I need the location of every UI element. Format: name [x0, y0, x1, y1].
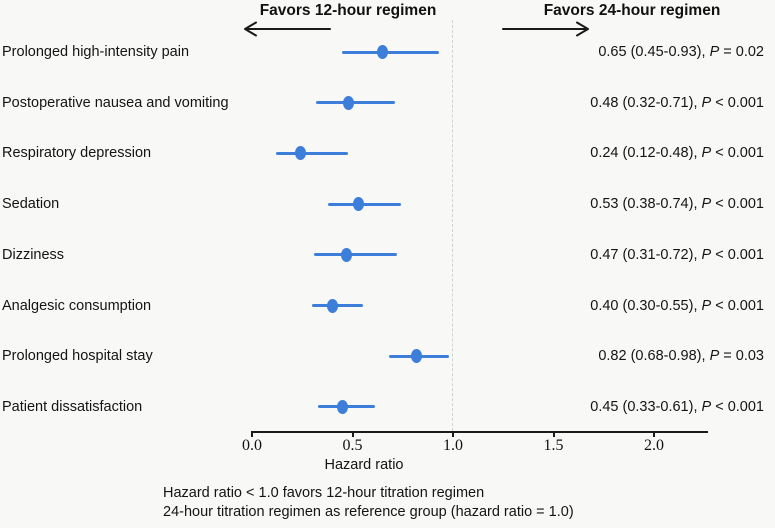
left-arrow-icon: [244, 21, 331, 37]
hr-ci-text: 0.45 (0.33-0.61),: [590, 398, 702, 415]
confidence-interval-line: [276, 151, 349, 155]
favors-12-hour-header: Favors 12-hour regimen: [259, 2, 437, 19]
hr-ci-text: 0.48 (0.32-0.71),: [590, 94, 702, 111]
hr-annotation: 0.24 (0.12-0.48), P < 0.001: [590, 145, 764, 161]
point-estimate-marker: [342, 95, 354, 110]
p-symbol: P: [701, 145, 712, 162]
hr-annotation: 0.47 (0.31-0.72), P < 0.001: [590, 247, 764, 263]
reference-line-hr-1: [452, 20, 453, 431]
favors-24-hour-header: Favors 24-hour regimen: [543, 2, 721, 19]
row-label: Patient dissatisfaction: [2, 398, 143, 415]
axis-tick-label: 0.5: [342, 437, 363, 454]
hr-ci-text: 0.53 (0.38-0.74),: [590, 196, 702, 213]
p-symbol: P: [701, 398, 712, 415]
hr-ci-text: 0.65 (0.45-0.93),: [598, 44, 710, 60]
hr-ci-text: 0.82 (0.68-0.98),: [598, 348, 710, 365]
hr-annotation: 0.53 (0.38-0.74), P < 0.001: [590, 196, 764, 212]
p-symbol: P: [701, 297, 712, 314]
p-value-text: < 0.001: [711, 94, 764, 111]
hr-annotation: 0.48 (0.32-0.71), P < 0.001: [590, 95, 764, 111]
hr-annotation: 0.45 (0.33-0.61), P < 0.001: [590, 399, 764, 415]
confidence-interval-line: [316, 101, 395, 105]
row-label: Dizziness: [2, 246, 65, 263]
row-label: Postoperative nausea and vomiting: [2, 94, 229, 111]
row-label: Analgesic consumption: [2, 297, 152, 314]
p-value-text: = 0.02: [719, 44, 764, 60]
hr-ci-text: 0.24 (0.12-0.48),: [590, 145, 702, 162]
p-symbol: P: [701, 246, 712, 263]
confidence-interval-line: [328, 202, 401, 206]
footnote-line-2: 24-hour titration regimen as reference g…: [163, 504, 574, 520]
axis-tick-label: 1.0: [443, 437, 463, 454]
right-arrow-icon: [502, 21, 589, 37]
axis-tick-label: 1.5: [543, 437, 564, 454]
hr-annotation: 0.40 (0.30-0.55), P < 0.001: [590, 298, 764, 314]
p-value-text: < 0.001: [711, 196, 764, 213]
hr-annotation: 0.82 (0.68-0.98), P = 0.03: [598, 348, 764, 364]
p-symbol: P: [701, 196, 712, 213]
x-axis-line: [252, 431, 708, 433]
p-symbol: P: [709, 348, 720, 365]
x-axis-title: Hazard ratio: [324, 457, 404, 473]
axis-tick-mark: [653, 431, 655, 437]
p-value-text: < 0.001: [711, 246, 764, 263]
p-value-text: = 0.03: [719, 348, 764, 365]
row-label: Respiratory depression: [2, 145, 152, 162]
p-value-text: < 0.001: [711, 398, 764, 415]
point-estimate-marker: [340, 247, 352, 262]
hr-annotation: 0.65 (0.45-0.93), P = 0.02: [598, 44, 764, 60]
p-value-text: < 0.001: [711, 297, 764, 314]
confidence-interval-line: [314, 253, 397, 257]
point-estimate-marker: [326, 298, 338, 313]
axis-tick-label: 0.0: [242, 437, 262, 454]
hr-ci-text: 0.47 (0.31-0.72),: [590, 246, 702, 263]
point-estimate-marker: [294, 146, 306, 161]
axis-tick-mark: [251, 431, 253, 437]
confidence-interval-line: [342, 50, 439, 54]
p-symbol: P: [701, 94, 712, 111]
hr-ci-text: 0.40 (0.30-0.55),: [590, 297, 702, 314]
axis-tick-label: 2.0: [644, 437, 664, 454]
footnote-line-1: Hazard ratio < 1.0 favors 12-hour titrat…: [163, 485, 485, 501]
point-estimate-marker: [336, 399, 348, 414]
point-estimate-marker: [377, 45, 389, 59]
p-symbol: P: [709, 44, 720, 60]
point-estimate-marker: [353, 197, 365, 212]
axis-tick-mark: [452, 431, 454, 437]
axis-tick-mark: [351, 431, 354, 437]
point-estimate-marker: [411, 349, 423, 364]
p-value-text: < 0.001: [711, 145, 764, 162]
row-label: Prolonged high-intensity pain: [2, 44, 190, 60]
row-label: Prolonged hospital stay: [2, 348, 153, 365]
axis-tick-mark: [552, 431, 555, 437]
row-label: Sedation: [2, 196, 60, 213]
